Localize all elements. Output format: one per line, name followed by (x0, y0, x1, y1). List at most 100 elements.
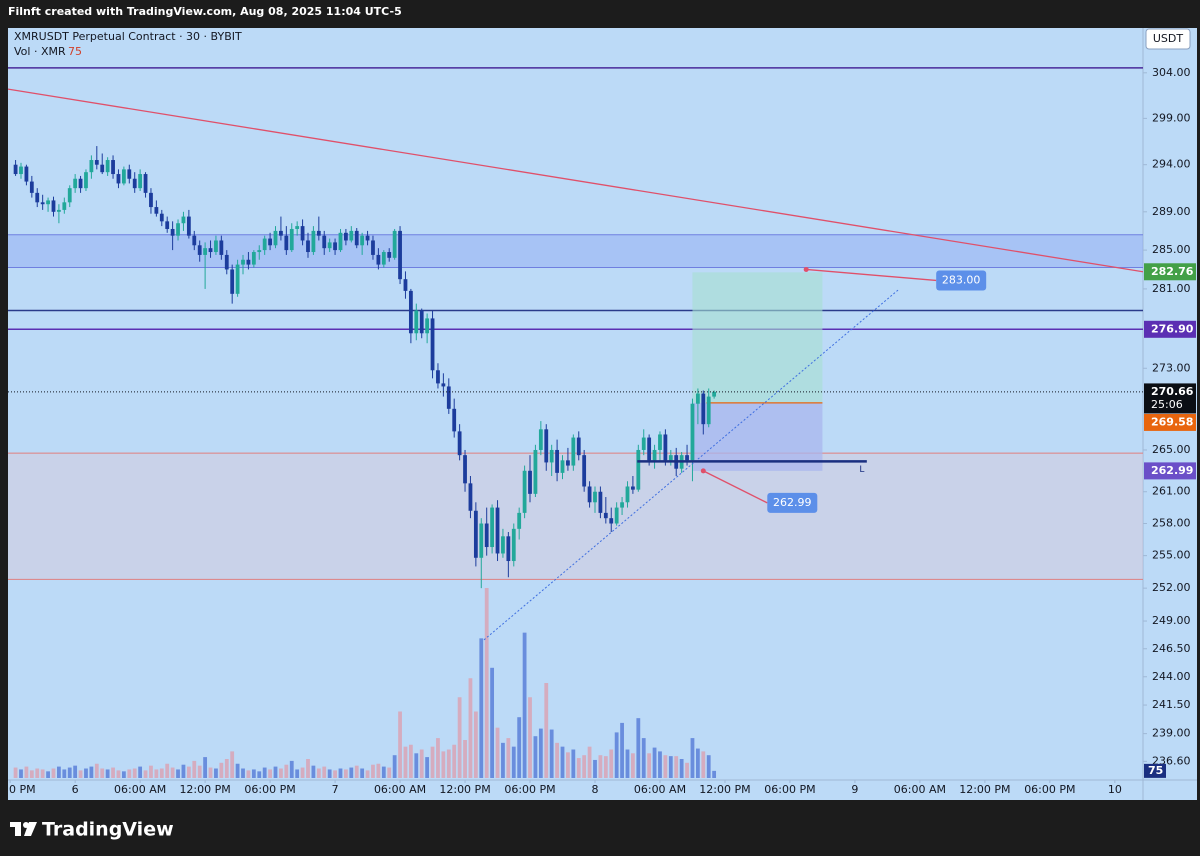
volume-bar (111, 767, 115, 778)
volume-bar (690, 738, 695, 778)
candle-body (582, 455, 587, 487)
candle-body (251, 252, 256, 265)
candle-body (522, 470, 527, 513)
volume-bar (658, 751, 662, 778)
candle-body (62, 202, 67, 210)
candle-body (636, 449, 641, 490)
candle-body (706, 396, 711, 425)
candle-body (73, 178, 78, 189)
candle-body (208, 248, 213, 253)
candle-body (159, 213, 164, 222)
plot-area: L 283.00 262.99 (8, 67, 1143, 778)
volume-bar (436, 738, 440, 778)
volume-bar (203, 757, 208, 778)
candle-body (560, 460, 565, 473)
volume-label-box (1144, 763, 1166, 778)
y-tick-label: 241.50 (1152, 698, 1191, 711)
candle-body (479, 523, 484, 558)
candle-body (576, 437, 581, 456)
candle-body (446, 386, 451, 409)
volume-bar (679, 759, 684, 778)
candle-body (89, 160, 94, 173)
volume-bar (24, 766, 29, 778)
candle-body (441, 383, 446, 387)
volume-bar (371, 764, 375, 778)
candle-body (29, 181, 34, 193)
volume-bar (495, 727, 500, 778)
candle-body (94, 160, 99, 165)
volume-bar (511, 746, 516, 778)
y-tick-label: 239.00 (1152, 727, 1191, 740)
candle-body (414, 310, 419, 334)
volume-bar (295, 769, 300, 778)
candle-body (484, 523, 489, 548)
chart-title: XMRUSDT Perpetual Contract · 30 · BYBIT (14, 30, 242, 43)
volume-bar (35, 768, 40, 778)
y-tick-label: 289.00 (1152, 205, 1191, 218)
volume-bar (522, 632, 527, 778)
volume-bar (490, 667, 495, 778)
candle-body (354, 230, 359, 246)
candle-body (598, 491, 603, 513)
volume-bar (414, 753, 419, 778)
volume-bar (84, 768, 88, 778)
volume-bar (214, 768, 218, 778)
candle-body (344, 232, 348, 241)
volume-bar (257, 771, 262, 778)
candle-body (430, 318, 435, 371)
volume-bar (338, 768, 343, 778)
volume-bar (473, 711, 478, 778)
candle-body (235, 264, 240, 294)
volume-bar (582, 755, 587, 778)
callout-box (767, 492, 818, 513)
x-tick-label: 0 PM (9, 783, 36, 796)
candle-body (262, 238, 267, 251)
volume-bar (587, 746, 592, 778)
volume-bar (598, 755, 603, 778)
volume-bar (51, 768, 56, 778)
volume-bar (403, 746, 408, 778)
volume-bar (246, 770, 251, 778)
candle-body (392, 230, 397, 258)
currency[interactable]: USDT (1153, 32, 1184, 45)
candle-body (701, 393, 706, 425)
x-tick-label: 06:00 AM (114, 783, 166, 796)
volume-bar (430, 746, 435, 778)
volume-bar (208, 767, 213, 778)
currency-box[interactable] (1145, 28, 1191, 50)
volume-bar (544, 683, 549, 778)
y-tick-label: 265.00 (1152, 443, 1191, 456)
volume-bar (484, 588, 489, 778)
volume-bar (528, 697, 532, 778)
candle-body (230, 269, 235, 294)
candle-body (84, 172, 88, 189)
volume-bar (641, 738, 646, 778)
candle-body (257, 250, 262, 253)
candle-body (165, 221, 170, 229)
x-tick-label: 06:00 AM (634, 783, 686, 796)
volume-bar (576, 758, 581, 778)
level-label: L (859, 465, 864, 475)
price-label: 270.66 (1151, 385, 1194, 398)
volume-bar (170, 767, 175, 778)
callout-line (806, 268, 937, 282)
candle-body (652, 449, 657, 461)
callout-label: 283.00 (942, 273, 981, 286)
price-label: 282.76 (1151, 265, 1194, 278)
zone (8, 453, 1143, 580)
price-label: 276.90 (1151, 322, 1194, 335)
volume-bar (349, 767, 354, 778)
volume-bar (571, 749, 576, 778)
volume-bar (262, 767, 267, 778)
candle-body (436, 370, 440, 384)
volume-bar (381, 766, 386, 778)
candle-body (587, 486, 592, 503)
price-label-box (1144, 383, 1196, 414)
volume-bar (538, 728, 543, 778)
volume-bar (241, 768, 245, 778)
candle-body (695, 393, 700, 404)
x-tick-label: 6 (72, 783, 79, 796)
volume-bar (652, 747, 657, 778)
volume-bar (289, 760, 294, 778)
volume-bar (425, 757, 430, 778)
